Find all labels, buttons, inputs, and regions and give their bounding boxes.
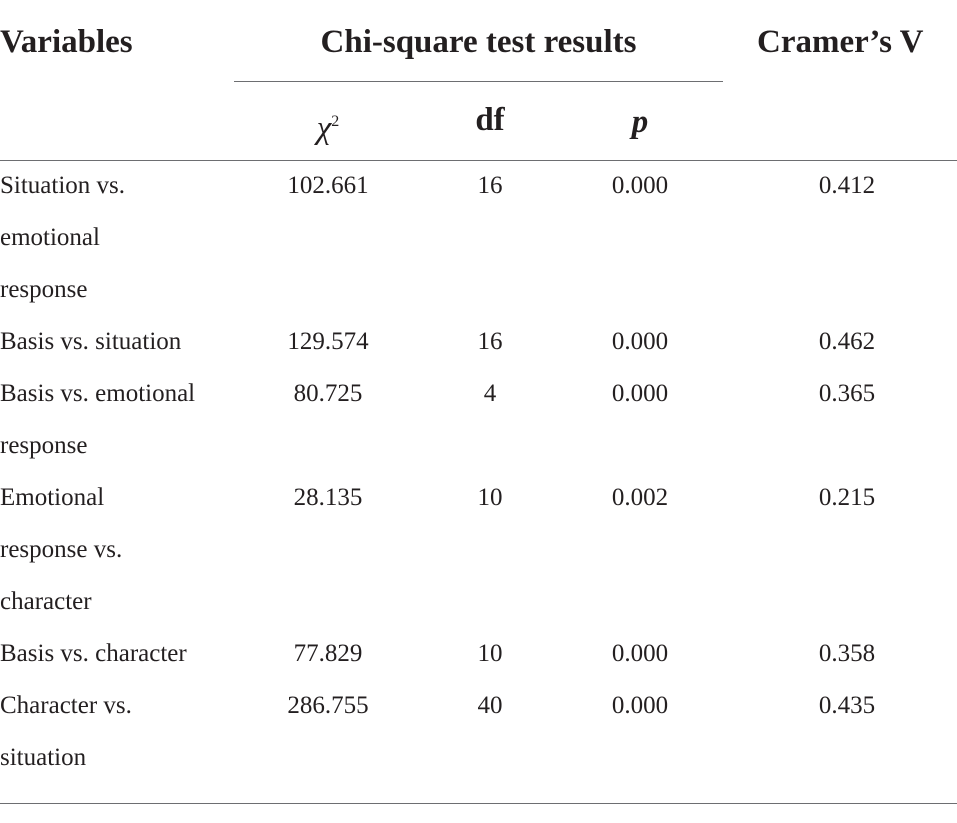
cell-cramers-v: 0.215 [818,484,876,511]
cell-cramers-v: 0.435 [818,692,876,719]
cell-chi-squared: 77.829 [293,640,363,667]
cell-variable-line: response [0,276,88,303]
cell-variable: Character vs. situation [0,680,230,784]
table-row: Situation vs. emotional response 102.661 16 0… [0,160,957,316]
cell-variable-line: Basis vs. emotional [0,380,196,407]
header-rule [0,160,957,161]
cell-chi-squared: 129.574 [287,328,369,355]
cell-variable-line: response vs. [0,536,123,563]
cell-p-value: 0.000 [611,328,669,355]
cell-variable: Situation vs. emotional response [0,160,230,316]
cell-variable: Basis vs. character [0,628,230,680]
cell-cramers-v: 0.412 [818,172,876,199]
cell-p-value: 0.000 [611,172,669,199]
cell-variable-line: emotional [0,224,100,251]
header-p: p [631,104,649,140]
cell-variable-line: Emotional [0,484,105,511]
cell-cramers-v: 0.358 [818,640,876,667]
cell-variable-line: character [0,588,92,615]
cell-df: 10 [477,640,503,667]
table-row: Basis vs. situation 129.574 16 0.000 0.462 [0,316,957,368]
header-df: df [475,102,505,138]
chi-superscript: 2 [331,113,340,130]
table-row: Emotional response vs. character 28.135 10 0.… [0,472,957,628]
cell-cramers-v: 0.462 [818,328,876,355]
cell-variable: Basis vs. situation [0,316,230,368]
bottom-rule [0,803,957,804]
chi-symbol: χ [316,110,332,146]
cell-chi-squared: 102.661 [287,172,369,199]
cell-cramers-v: 0.365 [818,380,876,407]
cell-variable-line: Basis vs. character [0,640,187,667]
cell-p-value: 0.000 [611,640,669,667]
cell-df: 4 [483,380,497,407]
cell-df: 10 [477,484,503,511]
cell-df: 16 [477,172,503,199]
cell-chi-squared: 28.135 [293,484,363,511]
header-chi-squared: χ2 [255,102,401,148]
cell-variable-line: situation [0,744,87,771]
cell-variable-line: Basis vs. situation [0,328,182,355]
group-header-rule [234,81,723,82]
table-row: Basis vs. character 77.829 10 0.000 0.358 [0,628,957,680]
cell-variable: Emotional response vs. character [0,472,230,628]
header-variables: Variables [0,24,133,60]
cell-p-value: 0.002 [611,484,669,511]
table-row: Basis vs. emotional response 80.725 4 0.000 0… [0,368,957,472]
cell-variable-line: Situation vs. [0,172,126,199]
table-row: Character vs. situation 286.755 40 0.000 0.43… [0,680,957,784]
cell-df: 16 [477,328,503,355]
cell-variable: Basis vs. emotional response [0,368,230,472]
cell-p-value: 0.000 [611,380,669,407]
cell-variable-line: response [0,432,88,459]
cell-p-value: 0.000 [611,692,669,719]
cell-df: 40 [477,692,503,719]
cell-chi-squared: 286.755 [287,692,369,719]
cell-chi-squared: 80.725 [293,380,363,407]
header-chi-square-group: Chi-square test results [320,24,637,60]
header-cramers-v: Cramer’s V [757,24,924,60]
cell-variable-line: Character vs. [0,692,132,719]
